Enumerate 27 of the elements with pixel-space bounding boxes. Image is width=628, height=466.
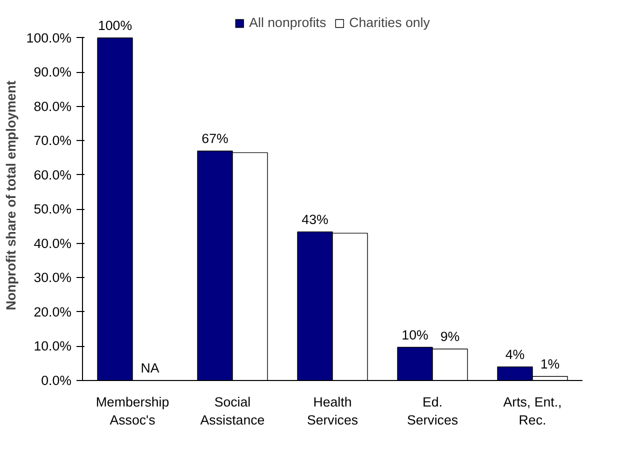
data-label: 10% — [402, 327, 428, 342]
x-tick-label: Arts, Ent., Rec. — [503, 394, 562, 428]
data-label: 1% — [540, 356, 560, 372]
y-tick-label: 0.0% — [41, 373, 72, 388]
y-tick-label: 70.0% — [34, 133, 72, 148]
y-tick-label: 30.0% — [34, 270, 72, 286]
data-label: 9% — [440, 328, 460, 344]
legend-label: Charities only — [349, 15, 430, 30]
legend-label: All nonprofits — [249, 15, 326, 30]
x-tick-label: Social Assistance — [200, 394, 265, 428]
y-tick-label: 90.0% — [34, 64, 72, 80]
data-label: 43% — [302, 212, 328, 227]
x-tick-label: Health Services — [306, 394, 358, 428]
y-tick-label: 40.0% — [34, 236, 72, 251]
data-label: 100% — [98, 18, 132, 33]
y-tick-label: 60.0% — [34, 167, 72, 182]
y-axis-title: Nonprofit share of total employment — [3, 80, 18, 310]
y-tick-label: 80.0% — [34, 98, 72, 114]
y-tick-label: 100.0% — [26, 30, 72, 46]
x-tick-label: Membership Assoc's — [96, 394, 170, 428]
data-label: 67% — [202, 130, 228, 146]
x-tick-label: Ed. Services — [406, 394, 458, 428]
y-tick-label: 20.0% — [34, 304, 72, 320]
y-tick-label: 50.0% — [34, 202, 72, 217]
text: NA — [140, 360, 160, 376]
data-label: 4% — [505, 346, 525, 362]
y-tick-label: 10.0% — [34, 338, 72, 354]
